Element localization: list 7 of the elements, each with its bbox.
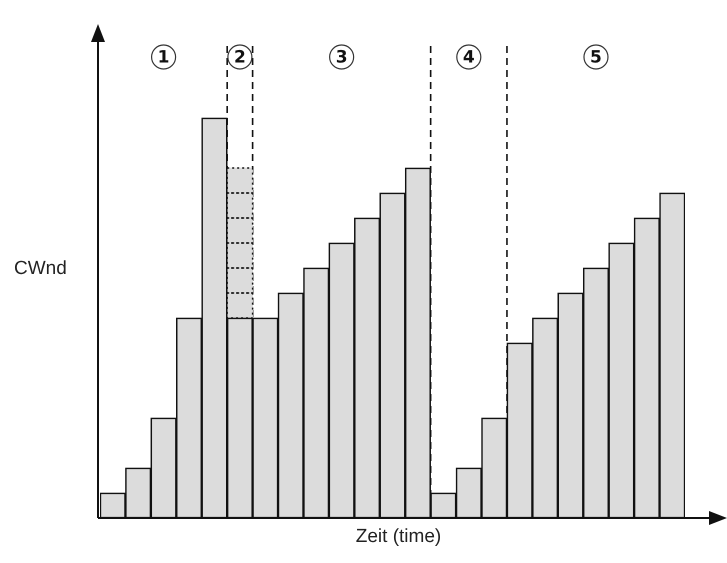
text: 2 bbox=[234, 47, 246, 68]
text: 4 bbox=[462, 47, 475, 68]
text: 3 bbox=[336, 47, 348, 68]
text: 1 bbox=[158, 47, 170, 68]
text: 5 bbox=[590, 47, 602, 68]
y-axis-title: CWnd bbox=[14, 258, 67, 280]
x-axis-title: Zeit (time) bbox=[354, 526, 442, 548]
